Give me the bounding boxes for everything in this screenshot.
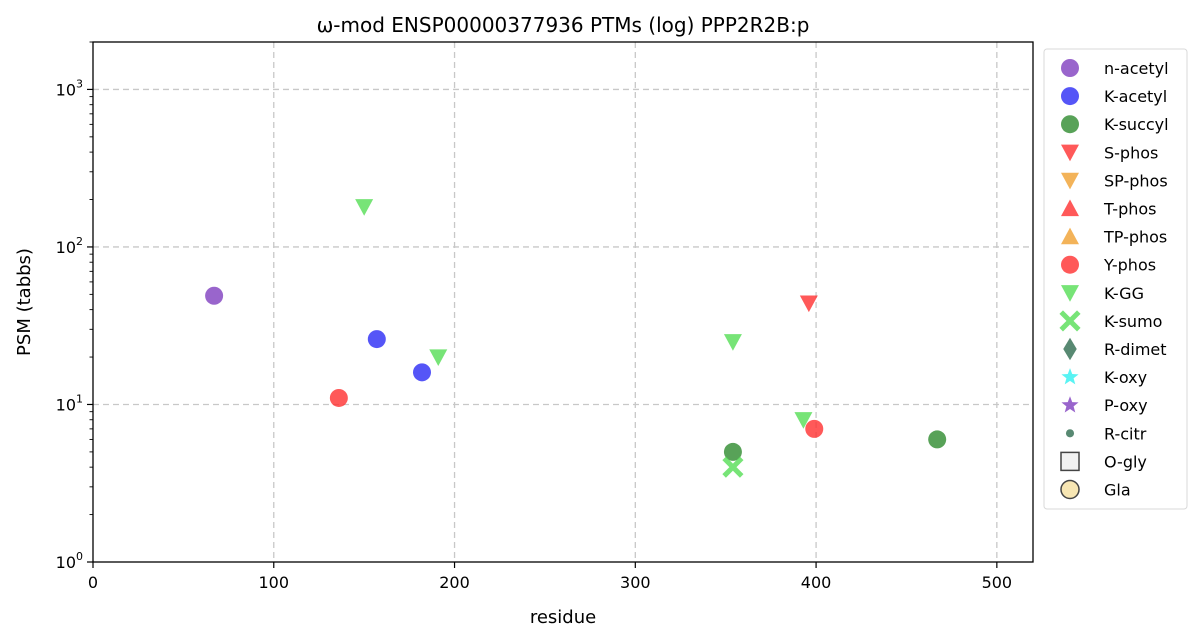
legend-marker-k-oxy xyxy=(1061,368,1079,385)
legend: n-acetyl K-acetyl K-succyl S-phos SP-phos T-p… xyxy=(1043,48,1188,510)
chart-title: ω-mod ENSP00000377936 PTMs (log) PPP2R2B… xyxy=(317,13,810,37)
legend-marker-o-gly xyxy=(1060,451,1080,472)
x-tick-label: 0 xyxy=(88,573,98,592)
point-k-gg xyxy=(429,349,448,367)
x-tick-label: 400 xyxy=(801,573,832,592)
y-tick-label: 100 xyxy=(56,550,83,572)
x-tick-label: 300 xyxy=(620,573,651,592)
legend-label-k-oxy: K-oxy xyxy=(1104,368,1147,387)
legend-label-p-oxy: P-oxy xyxy=(1104,396,1148,415)
legend-label-k-gg: K-GG xyxy=(1104,284,1144,303)
legend-marker-k-succyl xyxy=(1061,115,1079,134)
point-y-phos xyxy=(805,419,824,438)
x-tick-label: 100 xyxy=(258,573,289,592)
legend-marker-tp-phos xyxy=(1061,227,1079,245)
legend-label-k-succyl: K-succyl xyxy=(1104,115,1169,134)
legend-label-n-acetyl: n-acetyl xyxy=(1104,59,1169,78)
legend-label-s-phos: S-phos xyxy=(1104,143,1158,162)
point-k-gg xyxy=(794,412,813,429)
point-n-acetyl xyxy=(205,286,224,305)
legend-label-k-sumo: K-sumo xyxy=(1104,312,1162,331)
point-k-gg xyxy=(723,334,742,351)
legend-label-sp-phos: SP-phos xyxy=(1104,171,1168,190)
legend-label-y-phos: Y-phos xyxy=(1103,256,1156,275)
grid-lines xyxy=(93,42,1033,562)
legend-label-t-phos: T-phos xyxy=(1103,200,1157,219)
y-axis-label: PSM (tabbs) xyxy=(14,248,35,356)
point-k-sumo xyxy=(722,456,744,478)
y-tick-label: 101 xyxy=(56,392,83,414)
point-k-succyl xyxy=(928,430,947,449)
legend-marker-sp-phos xyxy=(1061,172,1079,190)
legend-marker-p-oxy xyxy=(1061,396,1079,413)
x-axis: 0 100 200 300 400 500 xyxy=(88,562,1012,592)
point-k-acetyl xyxy=(413,363,431,382)
plot-frame xyxy=(92,41,1034,563)
legend-label-tp-phos: TP-phos xyxy=(1103,228,1167,247)
legend-marker-gla xyxy=(1060,479,1080,500)
point-k-acetyl xyxy=(367,330,386,349)
legend-marker-k-acetyl xyxy=(1061,87,1079,106)
point-s-phos xyxy=(799,295,818,313)
legend-marker-k-gg xyxy=(1061,285,1079,302)
legend-marker-s-phos xyxy=(1061,144,1079,162)
point-k-succyl xyxy=(723,442,742,461)
legend-label-r-dimet: R-dimet xyxy=(1104,340,1167,359)
x-tick-label: 200 xyxy=(439,573,470,592)
legend-label-r-citr: R-citr xyxy=(1104,424,1147,443)
legend-marker-k-sumo xyxy=(1059,310,1081,332)
x-axis-label: residue xyxy=(530,607,596,628)
legend-label-k-acetyl: K-acetyl xyxy=(1104,87,1167,106)
y-axis: 100 101 102 103 xyxy=(56,77,93,572)
y-tick-label: 102 xyxy=(56,235,83,257)
legend-marker-t-phos xyxy=(1061,199,1079,217)
legend-frame xyxy=(1043,48,1188,510)
legend-marker-r-dimet xyxy=(1063,337,1077,361)
legend-marker-n-acetyl xyxy=(1061,59,1079,77)
legend-marker-y-phos xyxy=(1061,255,1079,274)
point-y-phos xyxy=(329,388,348,407)
point-k-gg xyxy=(355,199,374,216)
data-points xyxy=(205,199,947,478)
legend-marker-r-citr xyxy=(1065,429,1075,438)
y-tick-label: 103 xyxy=(56,77,83,99)
x-tick-label: 500 xyxy=(982,573,1013,592)
legend-label-gla: Gla xyxy=(1104,481,1131,500)
legend-label-o-gly: O-gly xyxy=(1104,452,1147,471)
